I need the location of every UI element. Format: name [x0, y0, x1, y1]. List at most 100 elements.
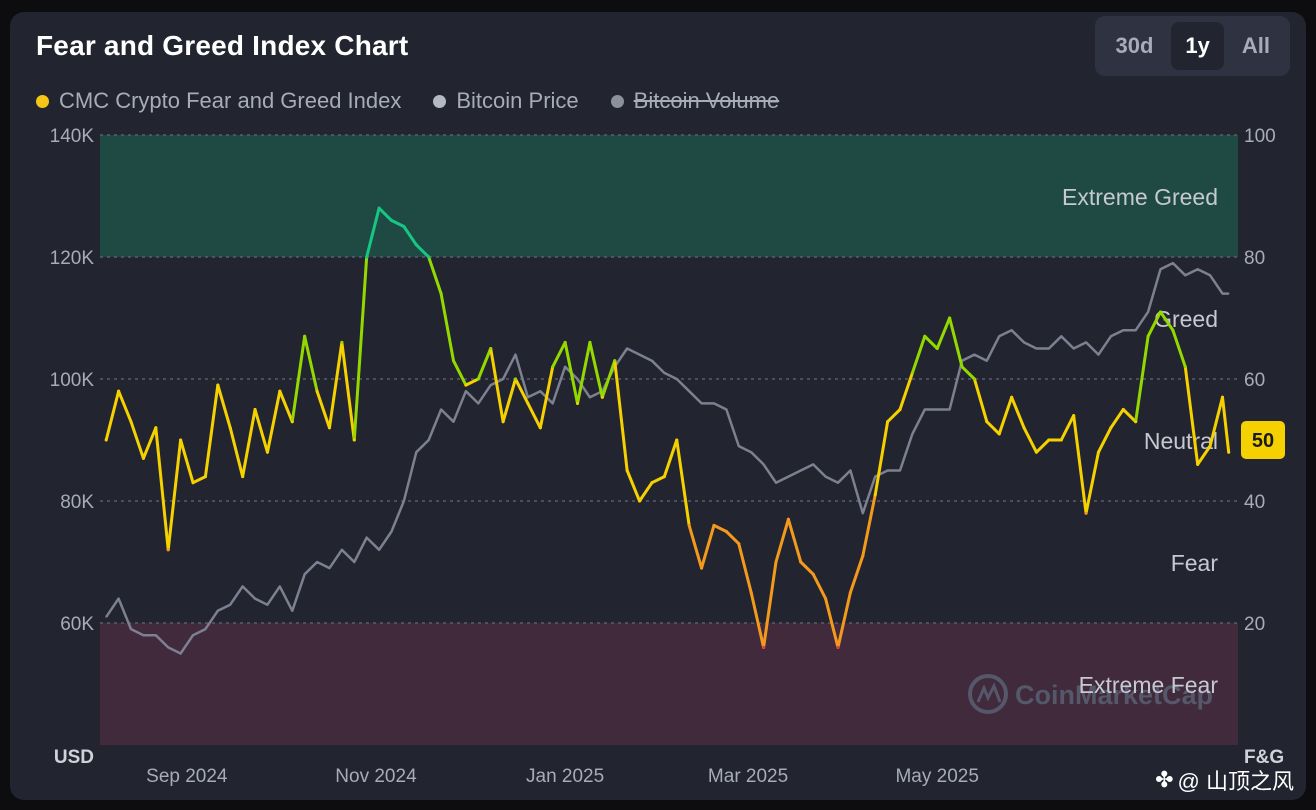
fear-greed-segment [476, 347, 493, 381]
attribution-text: @ 山顶之风 [1177, 769, 1294, 794]
fear-greed-point [303, 334, 307, 338]
fear-greed-segment [910, 334, 927, 375]
bitcoin-price-point [204, 628, 207, 630]
bitcoin-price-point [117, 597, 120, 600]
fear-greed-segment [1096, 426, 1113, 454]
current-value-badge [1241, 421, 1285, 459]
fear-greed-point [241, 475, 245, 479]
x-axis-tick-label: Nov 2024 [335, 766, 417, 787]
bitcoin-price-point [812, 463, 814, 466]
range-selector: 30d 1y All [1095, 16, 1290, 76]
fear-greed-segment [117, 389, 133, 424]
fear-greed-segment [1034, 438, 1051, 454]
fear-greed-point [563, 340, 567, 344]
fear-greed-point [203, 475, 207, 479]
bitcoin-price-point [651, 359, 653, 362]
fear-greed-segment [551, 340, 567, 369]
fear-greed-point [154, 426, 158, 430]
fear-greed-segment [1121, 408, 1138, 424]
bitcoin-price-point [378, 549, 380, 551]
fear-greed-point [253, 408, 257, 411]
fear-greed-point [588, 340, 592, 344]
range-1y-button[interactable]: 1y [1171, 22, 1224, 70]
fear-greed-point [985, 420, 989, 424]
fear-greed-point [576, 401, 580, 405]
fear-greed-point [1096, 450, 1100, 454]
fear-greed-segment [340, 340, 356, 442]
bitcoin-price-point [1110, 335, 1112, 338]
fear-greed-point [1158, 310, 1162, 314]
bitcoin-price-point [1035, 347, 1038, 350]
fear-greed-segment [625, 469, 642, 503]
fear-greed-point [1171, 328, 1175, 332]
fear-greed-point [402, 225, 406, 228]
fear-greed-point [1072, 414, 1076, 418]
range-30d-button[interactable]: 30d [1115, 33, 1154, 58]
fear-greed-segment [563, 340, 580, 405]
attribution: ✤ @ 山顶之风 [1155, 764, 1294, 796]
fear-greed-segment [179, 438, 195, 485]
share-icon: ✤ [1155, 767, 1174, 792]
right-axis-tick-label: 80 [1244, 248, 1265, 269]
bitcoin-price-point [911, 433, 914, 435]
bitcoin-price-point [700, 402, 703, 405]
bitcoin-price-point [675, 378, 678, 380]
fear-greed-segment [600, 359, 617, 399]
chart-plot-area: CoinMarketCap Extreme GreedGreedNeutralF… [50, 126, 1285, 787]
fear-greed-segment [1183, 365, 1200, 466]
fear-greed-segment [1196, 444, 1212, 466]
bitcoin-price-point [217, 610, 219, 612]
fear-greed-point [613, 359, 617, 363]
fear-greed-point [886, 420, 890, 424]
bitcoin-price-point [899, 469, 901, 472]
bitcoin-price-point [279, 585, 281, 588]
fear-greed-segment [278, 389, 294, 424]
fear-greed-segment [1146, 310, 1162, 338]
bitcoin-price-point [155, 634, 157, 636]
fear-greed-segment [724, 530, 741, 546]
range-all-button[interactable]: All [1241, 33, 1270, 58]
bitcoin-price-point [799, 469, 802, 472]
bitcoin-price-point [1097, 353, 1100, 356]
fear-greed-segment [141, 426, 158, 460]
fear-greed-segment [241, 408, 257, 479]
bitcoin-price-point [824, 475, 827, 478]
legend-item-bitcoin-volume[interactable]: Bitcoin Volume [610, 88, 779, 114]
legend-label: Bitcoin Price [456, 88, 579, 113]
fear-greed-segment [638, 481, 654, 503]
right-axis-tick-label: 40 [1244, 492, 1265, 513]
fear-greed-point [489, 347, 493, 350]
right-axis-tick-label: 20 [1244, 614, 1265, 635]
fear-greed-point [1010, 395, 1014, 399]
bitcoin-price-point [527, 396, 529, 399]
bitcoin-price-point [303, 573, 306, 575]
fear-greed-point [377, 206, 381, 210]
fear-greed-point [737, 542, 741, 546]
legend-item-bitcoin-price[interactable]: Bitcoin Price [433, 88, 579, 114]
fear-greed-segment [687, 523, 704, 570]
legend-label: CMC Crypto Fear and Greed Index [59, 88, 402, 113]
fear-greed-point [1109, 426, 1113, 430]
fear-greed-point [538, 426, 542, 430]
left-axis-tick-label: 60K [60, 614, 94, 635]
fear-greed-point [464, 383, 468, 387]
legend-item-fear-greed[interactable]: CMC Crypto Fear and Greed Index [36, 88, 401, 114]
fear-greed-point [650, 481, 654, 485]
bitcoin-price-point [254, 597, 256, 600]
left-axis-tick-label: 80K [60, 492, 94, 513]
bitcoin-price-point [576, 378, 579, 380]
fear-greed-segment [203, 383, 220, 479]
fear-greed-point [439, 292, 443, 296]
fear-greed-segment [935, 316, 952, 350]
fear-greed-point [1134, 420, 1138, 424]
fear-greed-point [476, 377, 480, 381]
fear-greed-segment [154, 426, 170, 552]
fear-greed-segment [402, 225, 418, 247]
zone-label: Neutral [1144, 428, 1218, 454]
fear-greed-point [712, 523, 716, 527]
bitcoin-price-point [862, 512, 864, 514]
bitcoin-price-point [266, 603, 269, 606]
fear-greed-point [278, 389, 282, 393]
fear-greed-segment [923, 334, 939, 350]
fear-greed-point [117, 389, 121, 393]
